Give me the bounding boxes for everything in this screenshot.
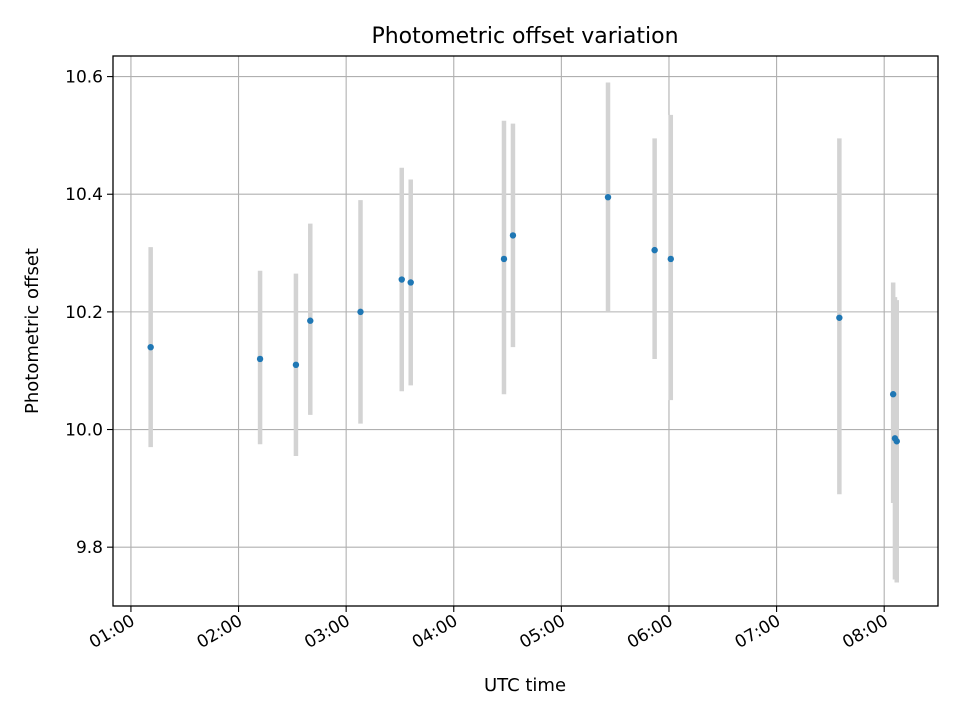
y-tick-label: 9.8 [76,538,103,558]
data-point [509,232,517,239]
plot-frame [112,55,939,607]
data-point [357,308,364,316]
data-point [889,391,897,398]
data-point [500,255,508,263]
data-point [398,276,405,283]
y-tick-label: 10.6 [65,68,103,88]
marker-group [147,193,900,445]
y-tick-label: 10.4 [65,185,103,205]
data-point [292,361,300,369]
y-axis-label: Photometric offset [22,248,43,414]
data-point [667,255,674,263]
data-point [836,314,843,321]
y-tick-label: 10.2 [65,303,103,323]
data-point [651,246,658,254]
x-axis-label: UTC time [484,675,566,696]
data-point [407,279,414,286]
data-point [604,193,612,201]
data-point [307,317,314,324]
y-axis: 9.8 10.0 10.2 10.4 10.6 [65,68,113,558]
data-point [147,343,154,351]
chart-title: Photometric offset variation [371,24,678,49]
data-point [256,355,264,363]
data-point [893,438,900,445]
y-tick-label: 10.0 [65,421,103,441]
